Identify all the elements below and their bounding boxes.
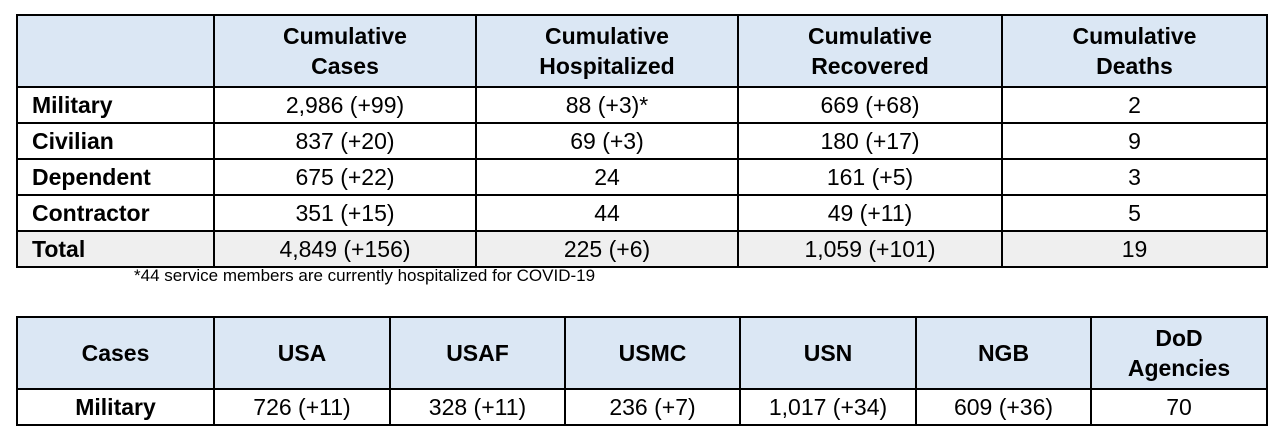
cell-usa: 726 (+11) <box>213 388 391 426</box>
table-row-civilian: Civilian 837 (+20) 69 (+3) 180 (+17) 9 <box>16 122 1268 160</box>
row-label: Military <box>16 388 215 426</box>
cell-cases: 351 (+15) <box>213 194 477 232</box>
military-cases-by-branch-table: Cases USA USAF USMC USN NGB DoD Agencies… <box>16 316 1268 426</box>
header-usn: USN <box>739 316 917 390</box>
cell-usn: 1,017 (+34) <box>739 388 917 426</box>
cell-recovered: 49 (+11) <box>737 194 1003 232</box>
cell-hospitalized: 44 <box>475 194 739 232</box>
cell-hospitalized: 69 (+3) <box>475 122 739 160</box>
row-label: Civilian <box>16 122 215 160</box>
cell-recovered: 669 (+68) <box>737 86 1003 124</box>
cell-hospitalized: 88 (+3)* <box>475 86 739 124</box>
cell-deaths: 9 <box>1001 122 1268 160</box>
footnote: *44 service members are currently hospit… <box>134 266 596 285</box>
table-row-contractor: Contractor 351 (+15) 44 49 (+11) 5 <box>16 194 1268 232</box>
header-cases: Cases <box>16 316 215 390</box>
table-row-dependent: Dependent 675 (+22) 24 161 (+5) 3 <box>16 158 1268 196</box>
cell-cases: 4,849 (+156) <box>213 230 477 268</box>
cell-hospitalized: 24 <box>475 158 739 196</box>
cell-cases: 837 (+20) <box>213 122 477 160</box>
cumulative-status-table: Cumulative Cases Cumulative Hospitalized… <box>16 14 1268 268</box>
cell-cases: 2,986 (+99) <box>213 86 477 124</box>
header-dod-agencies: DoD Agencies <box>1090 316 1268 390</box>
header-hospitalized: Cumulative Hospitalized <box>475 14 739 88</box>
cell-dod-agencies: 70 <box>1090 388 1268 426</box>
cell-deaths: 2 <box>1001 86 1268 124</box>
table-row-military: Military 726 (+11) 328 (+11) 236 (+7) 1,… <box>16 388 1268 426</box>
row-label: Military <box>16 86 215 124</box>
row-label: Total <box>16 230 215 268</box>
cell-hospitalized: 225 (+6) <box>475 230 739 268</box>
header-usaf: USAF <box>389 316 566 390</box>
header-corner <box>16 14 215 88</box>
header-deaths: Cumulative Deaths <box>1001 14 1268 88</box>
row-label: Dependent <box>16 158 215 196</box>
table-row-total: Total 4,849 (+156) 225 (+6) 1,059 (+101)… <box>16 230 1268 268</box>
cell-recovered: 1,059 (+101) <box>737 230 1003 268</box>
header-recovered: Cumulative Recovered <box>737 14 1003 88</box>
cell-ngb: 609 (+36) <box>915 388 1092 426</box>
row-label: Contractor <box>16 194 215 232</box>
header-cases: Cumulative Cases <box>213 14 477 88</box>
cell-deaths: 5 <box>1001 194 1268 232</box>
cell-cases: 675 (+22) <box>213 158 477 196</box>
cell-deaths: 19 <box>1001 230 1268 268</box>
table-row-military: Military 2,986 (+99) 88 (+3)* 669 (+68) … <box>16 86 1268 124</box>
header-usa: USA <box>213 316 391 390</box>
cell-recovered: 161 (+5) <box>737 158 1003 196</box>
cell-usmc: 236 (+7) <box>564 388 741 426</box>
cell-deaths: 3 <box>1001 158 1268 196</box>
header-usmc: USMC <box>564 316 741 390</box>
table-header-row: Cases USA USAF USMC USN NGB DoD Agencies <box>16 316 1268 390</box>
header-ngb: NGB <box>915 316 1092 390</box>
cell-recovered: 180 (+17) <box>737 122 1003 160</box>
cell-usaf: 328 (+11) <box>389 388 566 426</box>
table-header-row: Cumulative Cases Cumulative Hospitalized… <box>16 14 1268 88</box>
